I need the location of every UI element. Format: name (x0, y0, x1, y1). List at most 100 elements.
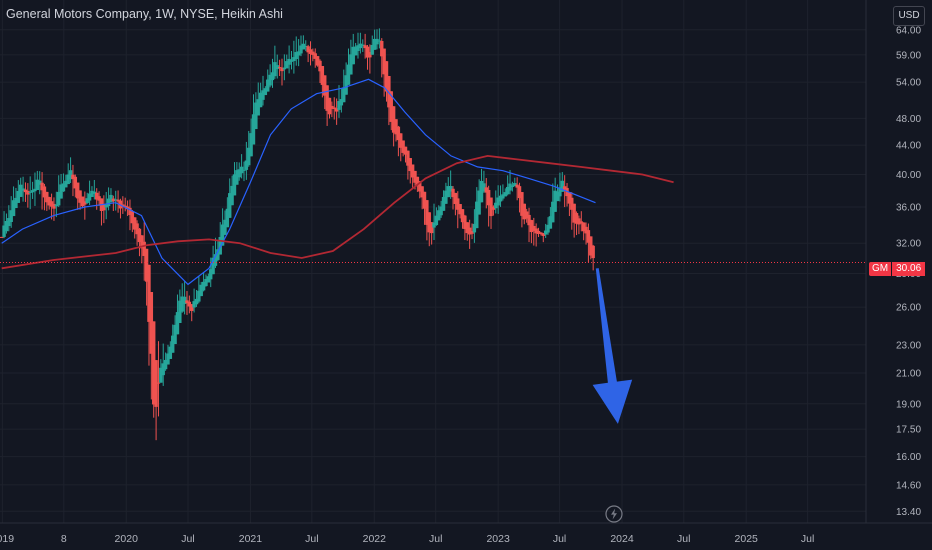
candle-body (422, 191, 427, 209)
candle (572, 203, 576, 238)
candle (380, 38, 384, 78)
candle (496, 185, 500, 214)
candle (460, 209, 465, 229)
candle (330, 101, 334, 118)
candle (353, 42, 358, 56)
candle-body (175, 312, 180, 335)
candle (448, 170, 453, 199)
candle-body (135, 223, 139, 235)
candle-body (377, 40, 382, 42)
candle (591, 244, 595, 271)
candle-body (441, 196, 446, 211)
currency-button[interactable]: USD (893, 6, 925, 26)
time-tick-label: 8 (61, 533, 67, 545)
candle-body (344, 75, 348, 95)
time-tick-label: 2022 (363, 533, 387, 545)
candle (562, 175, 567, 208)
candle-body (446, 186, 450, 198)
candle-body (437, 210, 441, 221)
candle (206, 273, 211, 283)
candle (166, 344, 170, 365)
candle (102, 195, 106, 224)
candle (137, 228, 142, 257)
candle (513, 177, 517, 187)
candle-body (486, 189, 491, 206)
candle-body (216, 249, 220, 260)
candle-body (427, 212, 431, 233)
candle-body (586, 230, 591, 243)
candle (54, 191, 59, 218)
candle-body (206, 276, 211, 283)
candle-body (52, 203, 56, 209)
candle-body (268, 74, 272, 86)
candle (76, 182, 80, 210)
candle (225, 197, 230, 228)
candle-body (567, 192, 572, 204)
candle (351, 33, 355, 65)
candle-body (109, 194, 113, 203)
candle (589, 236, 593, 260)
candle-body (194, 298, 199, 305)
candle (584, 222, 588, 245)
candle-body (0, 236, 4, 238)
candle (491, 205, 496, 216)
candle-body (33, 188, 37, 192)
candle-body (327, 97, 332, 115)
candle-body (458, 204, 462, 215)
candle-body (147, 264, 151, 322)
candle-body (387, 75, 391, 108)
candle-body (173, 324, 177, 345)
candle (382, 48, 386, 97)
candle-body (71, 174, 75, 179)
candle-body (353, 46, 358, 56)
last-price-symbol: GM (869, 262, 892, 276)
candle-body (95, 192, 99, 200)
candle-body (308, 49, 313, 54)
candle-body (399, 133, 403, 148)
candle-body (579, 221, 583, 224)
candle (90, 186, 94, 197)
candle-body (451, 188, 455, 198)
candle (451, 186, 455, 210)
candle (446, 177, 450, 198)
candle (144, 248, 149, 306)
candle-body (73, 176, 78, 189)
candle (394, 119, 398, 142)
time-tick-label: Jul (305, 533, 318, 545)
candle (508, 170, 512, 195)
candle-body (144, 248, 149, 282)
candle (201, 272, 206, 292)
candle-body (304, 45, 308, 47)
time-tick-label: 2021 (239, 533, 263, 545)
candle (18, 177, 23, 197)
candle (429, 222, 434, 245)
candle (220, 208, 225, 246)
candle (92, 179, 97, 200)
candle-body (209, 269, 213, 280)
candle (408, 158, 412, 184)
candle-body (420, 186, 424, 198)
ma-slow-line (1, 154, 674, 270)
candle (128, 199, 132, 231)
candle (256, 82, 260, 116)
candle (282, 54, 287, 81)
candle (0, 236, 4, 238)
candle-body (534, 228, 538, 234)
candle (285, 54, 289, 69)
candle-body (299, 45, 303, 54)
candle-body (318, 60, 322, 72)
candle (149, 292, 154, 400)
candle-body (142, 241, 146, 256)
candle (401, 140, 405, 157)
candle (11, 186, 16, 217)
candle-body (140, 235, 144, 249)
candle-body (501, 194, 505, 199)
candle-body (482, 183, 486, 192)
candle-body (66, 174, 70, 185)
candle-body (444, 190, 448, 204)
candle (133, 217, 137, 239)
candle-body (363, 45, 367, 49)
candle (38, 171, 42, 195)
